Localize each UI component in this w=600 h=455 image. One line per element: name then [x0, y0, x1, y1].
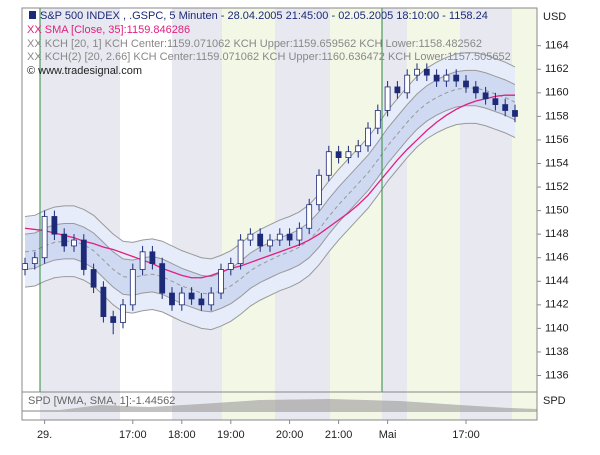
spd-label: SPD [WMA, SMA, 1]:-1.44562 — [28, 395, 175, 407]
candle-body — [453, 74, 460, 82]
candle-body — [335, 151, 342, 158]
stripe — [512, 8, 537, 420]
candle-body — [492, 98, 499, 105]
candle-body — [110, 316, 117, 323]
x-tick-label: Mai — [379, 429, 397, 441]
legend-kch2: XX KCH(2) [20, 2.66] KCH Center:1159.071… — [27, 51, 511, 63]
band-fill — [25, 70, 515, 312]
candle-body — [90, 269, 97, 288]
x-tick-label: 29. — [37, 429, 52, 441]
copyright: © www.tradesignal.com — [27, 65, 142, 77]
candle-body — [31, 257, 38, 265]
candle-body — [325, 151, 332, 176]
y-tick-label: 1154 — [545, 157, 569, 169]
y-tick-label: 1164 — [545, 40, 569, 52]
x-tick-label: 18:00 — [168, 429, 196, 441]
candle-body — [286, 233, 293, 241]
candle-body — [100, 286, 107, 318]
sma-line — [24, 94, 515, 279]
candle-body — [51, 216, 58, 235]
candle-body — [296, 227, 303, 241]
y-tick-label: 1160 — [545, 87, 569, 99]
y-tick-label: 1140 — [545, 322, 569, 334]
candle-body — [22, 263, 28, 270]
candle-body — [472, 86, 479, 94]
candle-body — [404, 74, 411, 94]
spd-axis-label: SPD — [543, 395, 566, 407]
candle-body — [355, 145, 362, 153]
candle-body — [267, 239, 273, 247]
candle-body — [257, 233, 264, 247]
candle-body — [394, 86, 401, 94]
candle-body — [120, 304, 126, 323]
candle-body — [482, 92, 489, 100]
plot — [22, 52, 518, 335]
x-tick-label: 20:00 — [276, 429, 304, 441]
chart-title: S&P 500 INDEX , .GSPC, 5 Minuten - 28.04… — [40, 10, 488, 22]
stripe — [382, 8, 407, 420]
candle-body — [414, 68, 420, 76]
candle-body — [139, 251, 146, 270]
stripe — [222, 8, 275, 420]
y-tick-label: 1136 — [545, 369, 569, 381]
y-unit: USD — [543, 11, 566, 23]
candle-body — [188, 292, 195, 300]
candle-body — [237, 239, 244, 265]
y-tick-label: 1138 — [545, 346, 569, 358]
candle-body — [208, 292, 215, 306]
stripe — [172, 8, 222, 420]
candle-body — [61, 233, 68, 247]
candle-body — [374, 110, 381, 129]
candle-body — [198, 298, 205, 306]
candle-body — [80, 239, 87, 270]
candle-body — [502, 104, 509, 111]
candle-body — [423, 68, 430, 76]
kch1-lower — [24, 105, 516, 313]
x-tick-label: 17:00 — [119, 429, 147, 441]
candle-body — [276, 233, 283, 241]
x-tick-label: 21:00 — [325, 429, 353, 441]
kch2-lower — [24, 122, 516, 331]
candle-body — [149, 251, 156, 265]
legend-sma: XX SMA [Close, 35]:1159.846286 — [27, 24, 190, 36]
y-tick-label: 1142 — [545, 299, 569, 311]
y-tick-label: 1156 — [545, 134, 569, 146]
candle-body — [227, 263, 234, 270]
candle-body — [247, 233, 254, 241]
y-tick-label: 1144 — [545, 275, 569, 287]
y-tick-label: 1146 — [545, 252, 569, 264]
kch-center — [24, 87, 516, 295]
candle-body — [345, 151, 352, 158]
candle-body — [306, 204, 313, 229]
candle-body — [71, 239, 77, 247]
y-tick-label: 1162 — [545, 63, 569, 75]
candle-body — [365, 127, 371, 147]
y-tick-label: 1152 — [545, 181, 569, 193]
candle-body — [159, 263, 166, 294]
candle-body — [443, 74, 450, 82]
candle-body — [463, 80, 469, 88]
title-icon — [29, 11, 36, 19]
candle-body — [218, 269, 224, 294]
candle-body — [41, 216, 48, 259]
y-tick-label: 1150 — [545, 205, 569, 217]
x-tick-label: 19:00 — [217, 429, 245, 441]
candle-body — [316, 174, 322, 206]
candle-body — [433, 74, 440, 82]
y-tick-label: 1148 — [545, 228, 569, 240]
x-tick-label: 17:00 — [452, 429, 480, 441]
candle-body — [512, 110, 518, 117]
spd-shape — [22, 399, 537, 412]
kch2-upper — [24, 52, 516, 260]
candle-body — [129, 269, 136, 306]
legend-kch1: XX KCH [20, 1] KCH Center:1159.071062 KC… — [27, 38, 482, 50]
candle-body — [169, 292, 175, 306]
y-tick-label: 1158 — [545, 110, 569, 122]
candle-body — [178, 292, 185, 306]
frame — [21, 7, 538, 421]
candle-body — [384, 86, 391, 111]
